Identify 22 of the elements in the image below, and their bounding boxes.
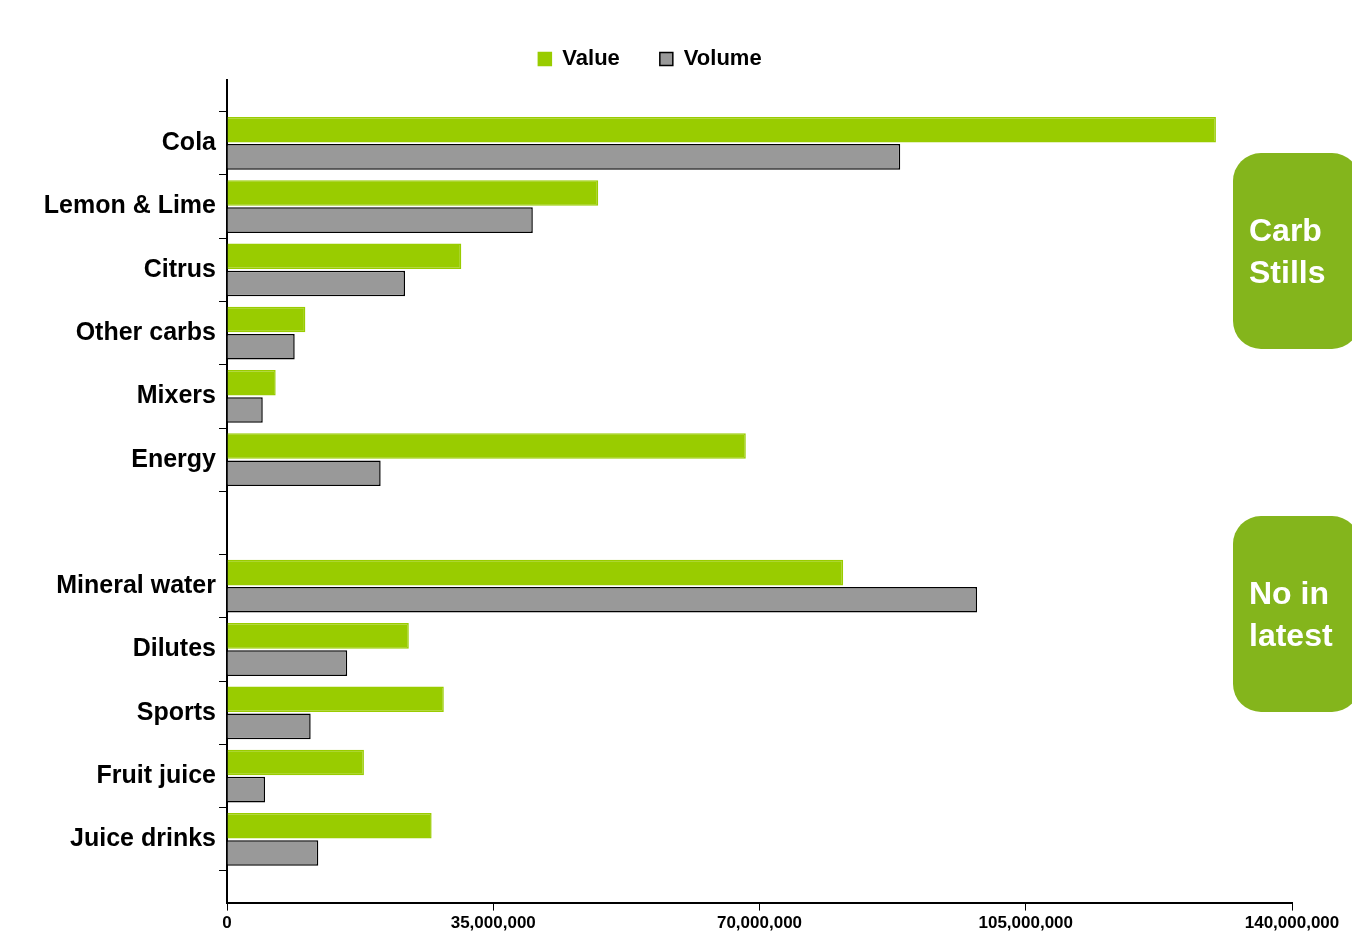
legend-label: Volume bbox=[683, 45, 762, 71]
rounded-box: No in latest bbox=[1233, 516, 1352, 712]
legend-label: Value bbox=[562, 45, 620, 71]
rounded-box: Carb Stills bbox=[1233, 153, 1352, 349]
y-tick-label: Juice drinks bbox=[70, 823, 216, 852]
y-tick-label: Fruit juice bbox=[96, 759, 217, 788]
y-tick-label: Dilutes bbox=[132, 633, 216, 662]
x-tick-label: 0 bbox=[222, 913, 232, 933]
annotation: No in latest bbox=[1248, 574, 1333, 655]
x-tick-label: 70,000,000 bbox=[716, 913, 803, 933]
y-tick-label: Mixers bbox=[136, 380, 216, 409]
y-tick-label: Mineral water bbox=[56, 570, 217, 599]
y-tick-label: Other carbs bbox=[75, 317, 216, 345]
y-tick-label: Energy bbox=[131, 443, 217, 472]
x-tick-label: 35,000,000 bbox=[450, 913, 536, 933]
x-tick-label: 105,000,000 bbox=[978, 913, 1074, 933]
y-tick-label: Cola bbox=[161, 127, 218, 156]
y-tick-label: Citrus bbox=[143, 253, 216, 282]
annotation: Carb Stills bbox=[1248, 211, 1326, 292]
y-tick-label: Lemon & Lime bbox=[43, 190, 217, 219]
x-tick-label: 140,000,000 bbox=[1244, 913, 1340, 933]
y-tick-label: Sports bbox=[136, 696, 216, 725]
